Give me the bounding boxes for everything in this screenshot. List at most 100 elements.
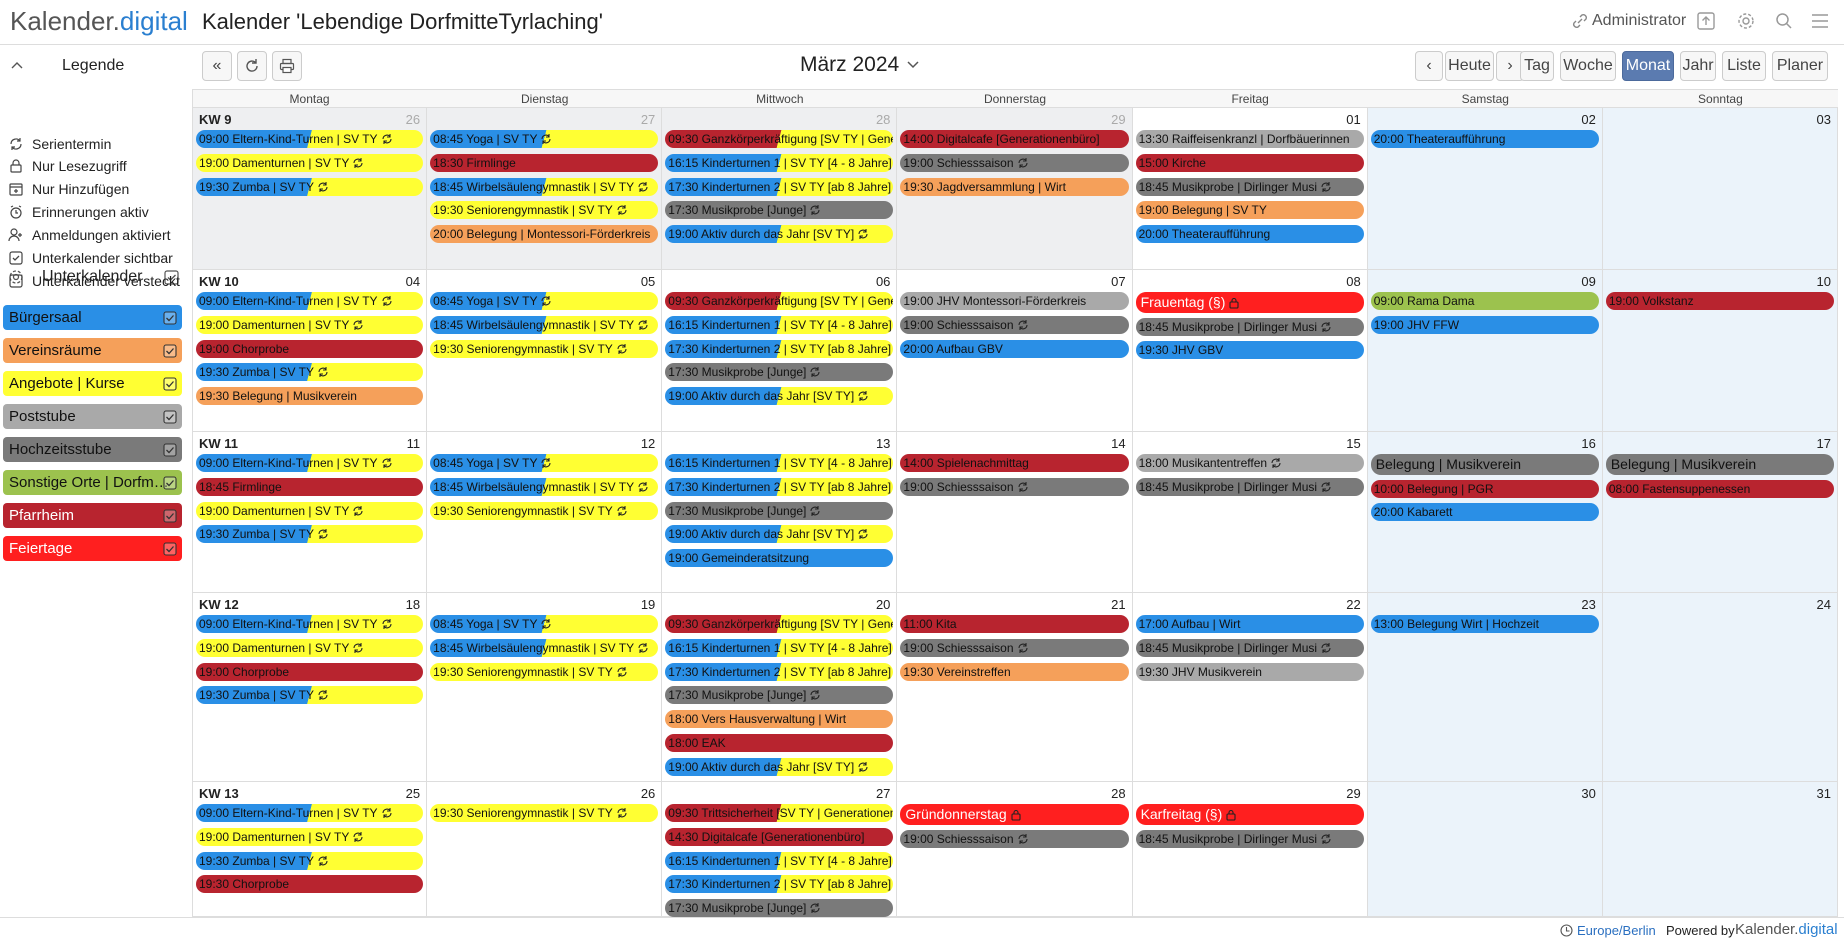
event[interactable]: 16:15 Kinderturnen 1 | SV TY [4 - 8 Jahr…	[665, 315, 894, 334]
subcalendar[interactable]: Feiertage	[3, 536, 182, 561]
day-cell[interactable]: 24	[1602, 593, 1838, 782]
view-button[interactable]: Monat	[1622, 51, 1674, 81]
day-cell[interactable]: 29 14:00 Digitalcafe [Generationenbüro] 19…	[897, 108, 1133, 270]
event[interactable]: 19:00 Damenturnen | SV TY	[196, 315, 424, 334]
day-cell[interactable]: 01 13:30 Raiffeisenkranzl | Dorfbäuerinne…	[1132, 108, 1368, 270]
event[interactable]: 19:00 Chorprobe	[196, 662, 424, 681]
event[interactable]: 09:30 Trittsicherheit [SV TY | Generatio…	[665, 804, 894, 822]
event[interactable]: 17:30 Musikprobe [Junge]	[665, 201, 894, 220]
event[interactable]: 19:30 Seniorengymnastik | SV TY	[430, 804, 659, 822]
event[interactable]: 19:00 Belegung | SV TY	[1135, 201, 1364, 220]
day-cell[interactable]: 03	[1602, 108, 1838, 270]
day-cell[interactable]: 22 17:00 Aufbau | Wirt 18:45 Musikprobe | …	[1132, 593, 1368, 782]
day-cell[interactable]: 25 KW 13 09:00 Eltern-Kind-Turnen | SV TY 1…	[192, 782, 428, 917]
day-cell[interactable]: 07 19:00 JHV Montessori-Förderkreis 19:00 …	[897, 270, 1133, 432]
event[interactable]: 19:00 JHV Montessori-Förderkreis	[900, 292, 1129, 310]
event[interactable]: 11:00 Kita	[900, 615, 1129, 633]
subcalendar[interactable]: Poststube	[3, 404, 182, 429]
subcalendar[interactable]: Hochzeitsstube	[3, 437, 182, 462]
subcalendar[interactable]: Sonstige Orte | Dorfm…	[3, 470, 182, 495]
event[interactable]: 19:30 Zumba | SV TY	[196, 851, 424, 870]
event[interactable]: 17:30 Kinderturnen 2 | SV TY [ab 8 Jahre…	[665, 477, 894, 496]
event[interactable]: 09:00 Rama Dama	[1370, 292, 1599, 310]
event[interactable]: 09:00 Eltern-Kind-Turnen | SV TY	[196, 130, 424, 148]
today-button[interactable]: Heute	[1445, 51, 1494, 81]
day-cell[interactable]: 28 Gründonnerstag 19:00 Schiesssaison	[897, 782, 1133, 917]
day-cell[interactable]: 18 KW 12 09:00 Eltern-Kind-Turnen | SV TY 1…	[192, 593, 428, 782]
search-button[interactable]	[1775, 12, 1793, 30]
event[interactable]: 18:45 Musikprobe | Dirlinger Musi	[1135, 477, 1364, 496]
subcalendar[interactable]: Pfarrheim	[3, 503, 182, 528]
share-button[interactable]	[1696, 11, 1716, 31]
event[interactable]: 19:30 Chorprobe	[196, 875, 424, 894]
event[interactable]: 19:30 Zumba | SV TY	[196, 177, 424, 196]
settings-button[interactable]	[1737, 12, 1755, 30]
event[interactable]: 19:00 Damenturnen | SV TY	[196, 638, 424, 657]
event[interactable]: 17:30 Musikprobe [Junge]	[665, 686, 894, 705]
prev-button[interactable]: ‹	[1415, 51, 1443, 81]
event[interactable]: Belegung | Musikverein	[1605, 454, 1834, 475]
event[interactable]: 18:45 Musikprobe | Dirlinger Musi	[1135, 638, 1364, 657]
event[interactable]: 17:30 Musikprobe [Junge]	[665, 501, 894, 520]
event[interactable]: 09:00 Eltern-Kind-Turnen | SV TY	[196, 804, 424, 822]
event[interactable]: 17:00 Aufbau | Wirt	[1135, 615, 1364, 633]
event[interactable]: 19:30 Seniorengymnastik | SV TY	[430, 501, 659, 520]
day-cell[interactable]: 10 19:00 Volkstanz	[1602, 270, 1838, 432]
event[interactable]: 17:30 Kinderturnen 2 | SV TY [ab 8 Jahre…	[665, 339, 894, 358]
event[interactable]: 09:00 Eltern-Kind-Turnen | SV TY	[196, 292, 424, 310]
event[interactable]: 19:00 Damenturnen | SV TY	[196, 153, 424, 172]
event[interactable]: 19:30 JHV GBV	[1135, 341, 1364, 360]
day-cell[interactable]: 04 KW 10 09:00 Eltern-Kind-Turnen | SV TY 1…	[192, 270, 428, 432]
event[interactable]: 08:00 Fastensuppenessen	[1605, 479, 1834, 498]
day-cell[interactable]: 21 11:00 Kita 19:00 Schiesssaison 19:30 Ver…	[897, 593, 1133, 782]
event[interactable]: 20:00 Theateraufführung	[1370, 130, 1599, 148]
event[interactable]: 18:45 Musikprobe | Dirlinger Musi	[1135, 317, 1364, 336]
event[interactable]: Gründonnerstag	[900, 804, 1129, 825]
month-selector[interactable]: März 2024	[800, 53, 919, 77]
print-button[interactable]	[272, 51, 302, 81]
event[interactable]: 18:45 Wirbelsäulengymnastik | SV TY	[430, 315, 659, 334]
day-cell[interactable]: 31	[1602, 782, 1838, 917]
event[interactable]: 16:15 Kinderturnen 1 | SV TY [4 - 8 Jahr…	[665, 454, 894, 472]
event[interactable]: 20:00 Belegung | Montessori-Förderkreis	[430, 225, 659, 244]
event[interactable]: 19:00 Schiesssaison	[900, 477, 1129, 496]
event[interactable]: 19:30 Seniorengymnastik | SV TY	[430, 662, 659, 681]
event[interactable]: 13:00 Belegung Wirt | Hochzeit	[1370, 615, 1599, 633]
event[interactable]: 08:45 Yoga | SV TY	[430, 130, 659, 148]
day-cell[interactable]: 08 Frauentag (§) 18:45 Musikprobe | Dirlin…	[1132, 270, 1368, 432]
event[interactable]: Karfreitag (§)	[1135, 804, 1364, 825]
event[interactable]: 17:30 Musikprobe [Junge]	[665, 899, 894, 918]
day-cell[interactable]: 02 20:00 Theateraufführung	[1367, 108, 1603, 270]
day-cell[interactable]: 16 Belegung | Musikverein 10:00 Belegung |…	[1367, 432, 1603, 593]
event[interactable]: 08:45 Yoga | SV TY	[430, 292, 659, 310]
event[interactable]: 19:00 Aktiv durch das Jahr [SV TY]	[665, 387, 894, 406]
event[interactable]: 19:00 Schiesssaison	[900, 315, 1129, 334]
event[interactable]: 19:00 Gemeinderatsitzung	[665, 549, 894, 568]
event[interactable]: 19:00 Damenturnen | SV TY	[196, 827, 424, 846]
event[interactable]: 09:00 Eltern-Kind-Turnen | SV TY	[196, 454, 424, 472]
day-cell[interactable]: 20 09:30 Ganzkörperkräftigung [SV TY | Ge…	[662, 593, 898, 782]
day-cell[interactable]: 30	[1367, 782, 1603, 917]
day-cell[interactable]: 29 Karfreitag (§) 18:45 Musikprobe | Dirli…	[1132, 782, 1368, 917]
view-button[interactable]: Jahr	[1680, 51, 1716, 81]
event[interactable]: 19:30 Vereinstreffen	[900, 662, 1129, 681]
day-cell[interactable]: 27 08:45 Yoga | SV TY 18:30 Firmlinge 18:45…	[427, 108, 663, 270]
event[interactable]: 17:30 Musikprobe [Junge]	[665, 363, 894, 382]
event[interactable]: 10:00 Belegung | PGR	[1370, 479, 1599, 498]
event[interactable]: 19:00 JHV FFW	[1370, 315, 1599, 334]
event[interactable]: 19:30 Zumba | SV TY	[196, 525, 424, 544]
event[interactable]: 14:30 Digitalcafe [Generationenbüro]	[665, 827, 894, 846]
day-cell[interactable]: 09 09:00 Rama Dama 19:00 JHV FFW	[1367, 270, 1603, 432]
event[interactable]: 19:00 Schiesssaison	[900, 638, 1129, 657]
day-cell[interactable]: 06 09:30 Ganzkörperkräftigung [SV TY | Ge…	[662, 270, 898, 432]
footer-brand[interactable]: Kalender.digital	[1735, 921, 1838, 938]
event[interactable]: 19:30 Belegung | Musikverein	[196, 387, 424, 406]
day-cell[interactable]: 19 08:45 Yoga | SV TY 18:45 Wirbelsäulengy…	[427, 593, 663, 782]
menu-button[interactable]	[1811, 13, 1829, 29]
event[interactable]: 18:45 Wirbelsäulengymnastik | SV TY	[430, 638, 659, 657]
event[interactable]: 19:00 Volkstanz	[1605, 292, 1834, 310]
event[interactable]: 19:00 Aktiv durch das Jahr [SV TY]	[665, 225, 894, 244]
event[interactable]: 13:30 Raiffeisenkranzl | Dorfbäuerinnen	[1135, 130, 1364, 148]
event[interactable]: 19:00 Aktiv durch das Jahr [SV TY]	[665, 525, 894, 544]
event[interactable]: 17:30 Kinderturnen 2 | SV TY [ab 8 Jahre…	[665, 177, 894, 196]
